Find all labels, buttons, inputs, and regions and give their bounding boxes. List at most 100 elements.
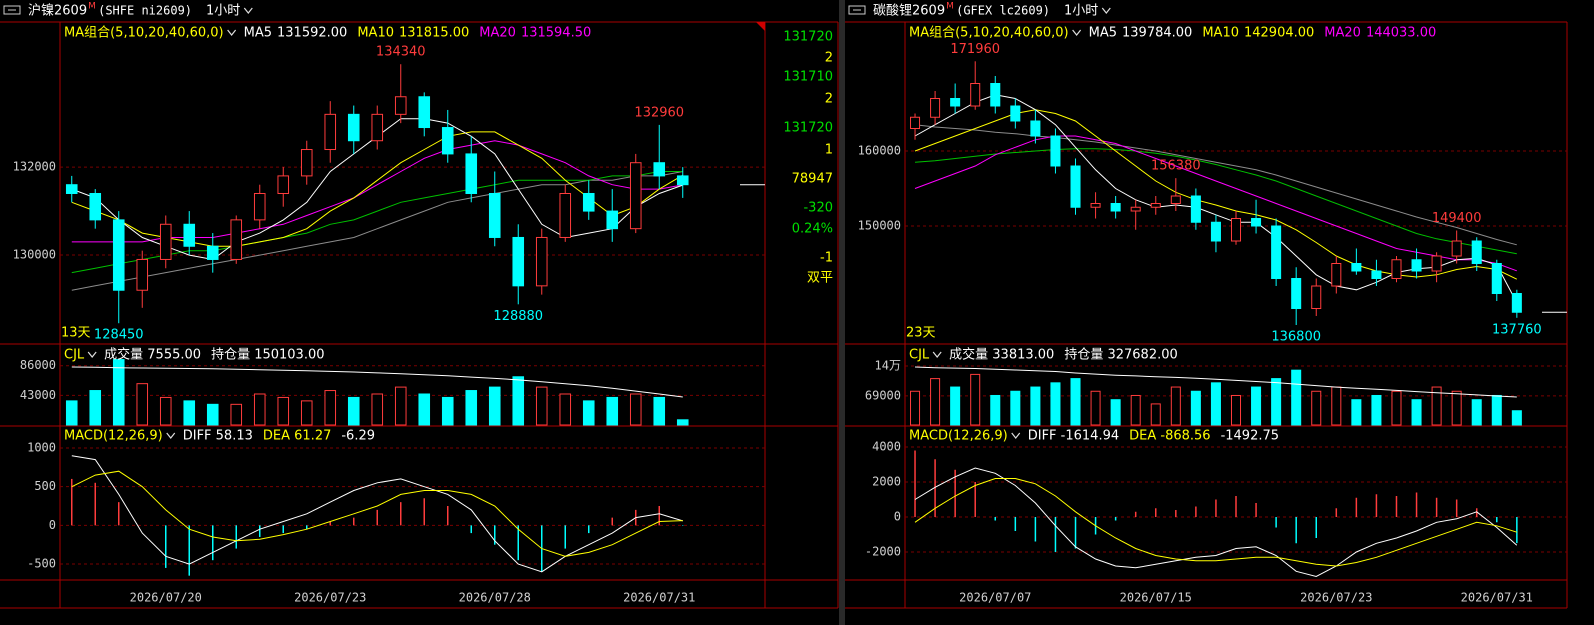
volume-bar xyxy=(1230,394,1242,426)
candle-body xyxy=(159,223,172,260)
volume-bar xyxy=(653,396,666,426)
y-tick-label: 4000 xyxy=(872,440,901,454)
y-tick-label: 150000 xyxy=(858,219,901,233)
y-tick-label: 0 xyxy=(49,518,56,532)
macd-title[interactable]: MACD(12,26,9) xyxy=(909,429,1008,444)
volume-bar xyxy=(465,390,478,426)
dropdown-chevron[interactable] xyxy=(1011,432,1021,439)
dropdown-chevron[interactable] xyxy=(87,351,97,358)
candle-body xyxy=(1170,195,1181,204)
candle-body xyxy=(488,192,501,238)
legend-value: 131592.00 xyxy=(277,26,347,41)
dea-line xyxy=(914,478,1517,567)
quote-field: 78947 xyxy=(792,172,833,187)
x-tick-label: 2026/07/23 xyxy=(294,591,366,605)
volume-bar xyxy=(1190,390,1201,426)
y-tick-label: 500 xyxy=(34,479,56,493)
volume-bar xyxy=(1090,390,1101,426)
ma-title[interactable]: MA组合(5,10,20,40,60,0) xyxy=(909,26,1069,41)
volume-bar xyxy=(1050,382,1061,426)
volume-bar xyxy=(990,394,1001,426)
candle-body xyxy=(990,83,1001,107)
volume-bar xyxy=(582,400,595,426)
candle-body xyxy=(465,153,478,194)
candle-body xyxy=(653,162,666,177)
candle-body xyxy=(1431,255,1442,272)
candle-body xyxy=(206,245,219,260)
candle-body xyxy=(1251,218,1262,227)
volume-title[interactable]: CJL xyxy=(909,348,930,363)
dropdown-chevron[interactable] xyxy=(1101,7,1111,14)
volume-bar xyxy=(371,393,384,426)
contract-flag: M xyxy=(88,2,96,12)
candle-body xyxy=(1511,293,1522,313)
dropdown-chevron[interactable] xyxy=(243,7,253,14)
legend-name: MA5 xyxy=(1089,26,1117,41)
contract-code: (GFEX lc2609) xyxy=(956,4,1050,18)
macd-title[interactable]: MACD(12,26,9) xyxy=(64,429,163,444)
volume-bar xyxy=(1331,386,1342,426)
volume-bar xyxy=(1110,399,1121,426)
volume-bar xyxy=(629,393,642,426)
candle-body xyxy=(1331,263,1342,287)
candle-body xyxy=(629,162,642,230)
candle-body xyxy=(1130,206,1141,212)
period[interactable]: 1小时 xyxy=(206,4,240,19)
x-tick-label: 2026/07/23 xyxy=(1300,591,1372,605)
volume-bar xyxy=(1070,378,1081,426)
legend-name: MA20 xyxy=(1324,26,1361,41)
low-annotation: 128450 xyxy=(94,328,144,343)
dropdown-chevron[interactable] xyxy=(166,432,176,439)
candle-body xyxy=(1090,203,1101,208)
low-annotation: 137760 xyxy=(1492,322,1542,337)
candle-body xyxy=(112,219,125,291)
candle-body xyxy=(1150,203,1161,208)
y-tick-label: 160000 xyxy=(858,144,901,158)
volume-bar xyxy=(1311,390,1322,426)
high-annotation: 171960 xyxy=(950,42,1000,57)
candle-body xyxy=(324,113,337,151)
candle-body xyxy=(441,127,454,155)
panel-icon[interactable] xyxy=(848,5,866,15)
legend-value: 144033.00 xyxy=(1366,26,1436,41)
candle-body xyxy=(418,96,431,129)
ma-title[interactable]: MA组合(5,10,20,40,60,0) xyxy=(64,26,224,41)
moving-average-line xyxy=(71,140,683,243)
volume-bar xyxy=(1251,386,1262,426)
candle-body xyxy=(65,184,78,194)
volume-bar xyxy=(970,373,981,426)
candle-body xyxy=(970,83,981,107)
volume-bar xyxy=(230,403,243,426)
candle-body xyxy=(183,223,196,247)
moving-average-line xyxy=(914,124,1517,246)
y-tick-label: -500 xyxy=(27,557,56,571)
dropdown-chevron[interactable] xyxy=(227,29,237,36)
volume-bar xyxy=(559,393,572,426)
dea-line xyxy=(71,470,683,557)
volume-bar xyxy=(606,396,619,426)
volume-bar xyxy=(1130,394,1141,426)
period[interactable]: 1小时 xyxy=(1064,4,1098,19)
macd-field: DIFF 58.13 xyxy=(183,429,253,444)
dropdown-chevron[interactable] xyxy=(932,351,942,358)
legend-value: 131594.50 xyxy=(521,26,591,41)
panel-icon[interactable] xyxy=(3,5,21,15)
y-tick-label: 1000 xyxy=(27,440,56,454)
macd-field: DEA 61.27 xyxy=(263,429,331,444)
volume-bar xyxy=(1391,390,1402,426)
quote-field: -1 xyxy=(820,251,833,266)
volume-bar xyxy=(1491,394,1502,426)
volume-bar xyxy=(1150,403,1161,426)
panel-divider xyxy=(839,0,845,625)
quote-field: 0.24% xyxy=(792,222,833,237)
candle-body xyxy=(347,113,360,142)
candle-body xyxy=(89,192,102,221)
volume-title[interactable]: CJL xyxy=(64,348,85,363)
x-tick-label: 2026/07/20 xyxy=(130,591,202,605)
candle-body xyxy=(559,192,572,238)
moving-average-line xyxy=(914,148,1517,255)
dropdown-chevron[interactable] xyxy=(1072,29,1082,36)
y-tick-label: 132000 xyxy=(13,160,56,174)
moving-average-line xyxy=(71,131,684,247)
